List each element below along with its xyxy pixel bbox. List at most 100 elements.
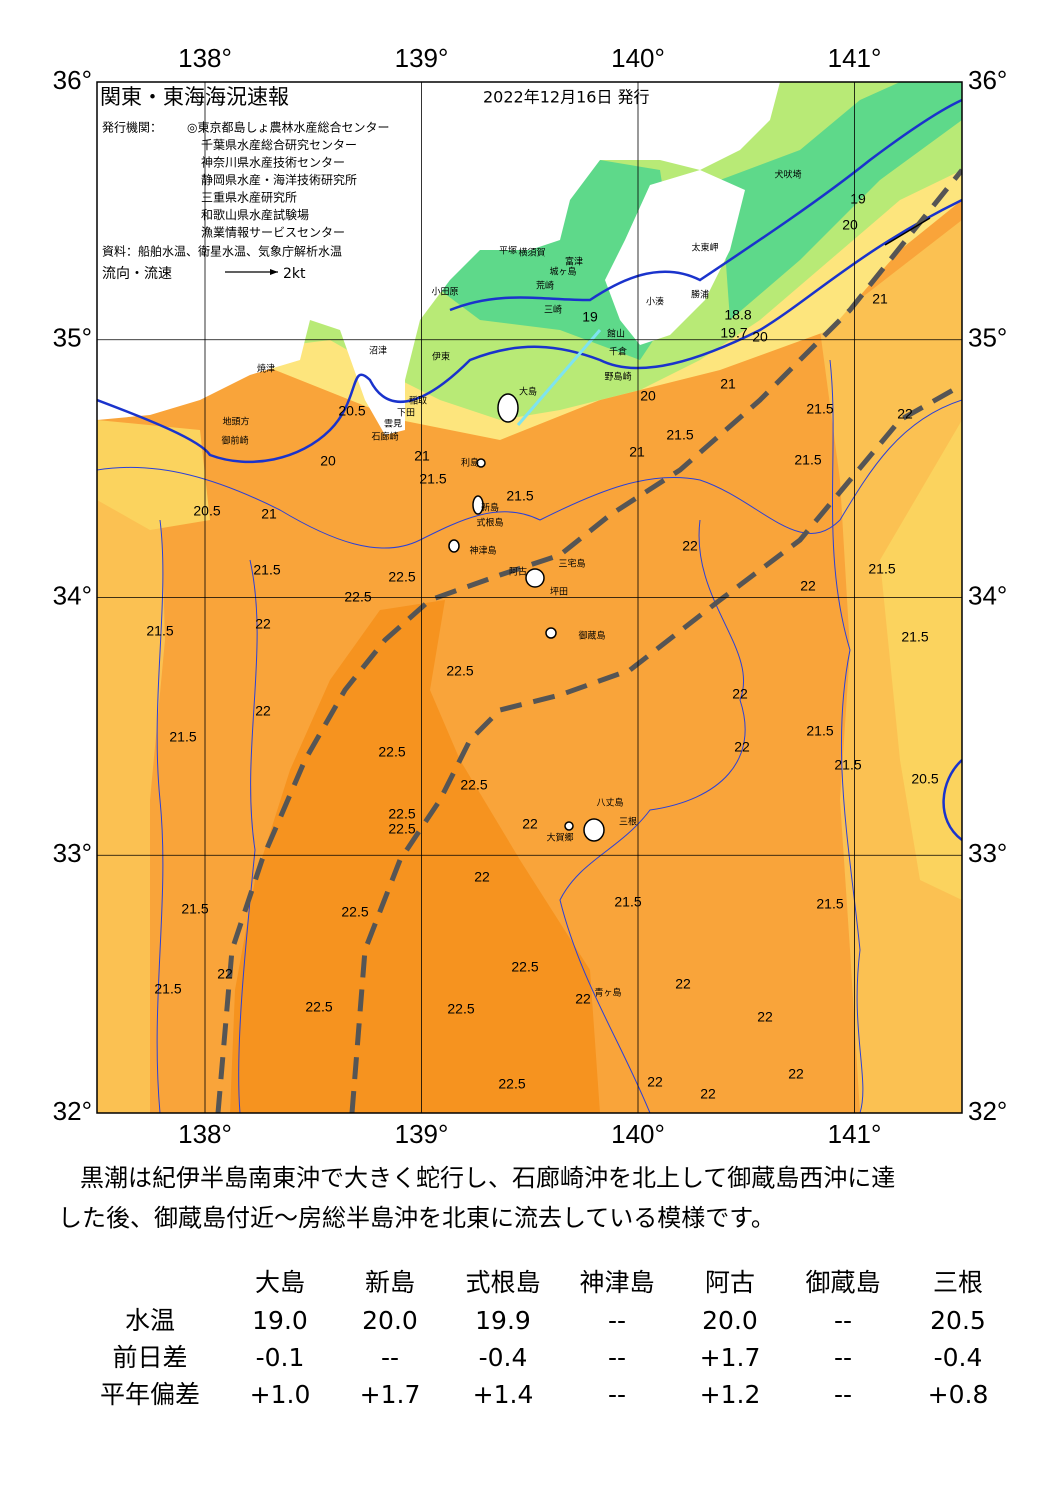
place-name: 太東岬 [691,242,718,254]
place-name: 勝浦 [691,289,709,301]
lon-label: 140° [611,1119,665,1149]
map-title: 関東・東海海況速報 [100,85,289,109]
island [564,821,574,831]
place-name: 大島 [519,386,537,398]
lon-label: 139° [395,1119,449,1149]
contour-label: 22.5 [446,663,473,679]
column-header: 三根 [933,1268,983,1297]
cell: -0.4 [934,1343,983,1372]
contour-label: 22.5 [388,569,415,585]
cell: 20.0 [362,1306,418,1335]
contour-label: 20 [842,217,858,233]
axis-labels: 138° 138° 139° 139° 140° 140° 141° 141° 36° 36° 35… [53,43,1008,1149]
zone-22-5 [230,600,600,1113]
graticule [97,82,962,1113]
contour-label: 22.5 [447,1001,474,1017]
place-name: 御蔵島 [578,630,605,642]
contour-label: 22 [734,739,750,755]
contour [559,519,746,1113]
contour-label: 22 [897,406,913,422]
place-name: 小田原 [431,287,458,298]
data-source: 資料：船舶水温、衛星水温、気象庁解析水温 [102,244,342,259]
contour [97,399,962,549]
land-boso [605,170,745,345]
issuer-heading: 発行機関： [102,120,162,135]
place-name: 横須賀 [518,247,545,259]
lon-label: 139° [395,43,449,73]
contour-label: 22 [255,616,271,632]
issuer: 三重県水産研究所 [201,190,297,205]
cell: -- [381,1343,399,1372]
contours-minor [97,359,962,1113]
contour-label: 21.5 [901,629,928,645]
contour-label: 19.7 [720,325,747,341]
contour-label: 21.5 [666,427,693,443]
contour-label: 21 [629,444,645,460]
kuroshio [215,168,962,1113]
cell: -0.4 [479,1343,528,1372]
contour-labels: 19 18.8 19.7 20 20 21 21.5 21.5 21.5 21 21.5 21.5 22… [146,191,938,1102]
place-name: 新島 [481,502,499,514]
cell: -- [834,1306,852,1335]
place-name: 坪田 [550,587,568,598]
contour-label: 21.5 [834,757,861,773]
lat-label: 36° [968,65,1007,95]
place-name: 八丈島 [596,797,623,809]
cell: 20.0 [702,1306,758,1335]
description-line: 黒潮は紀伊半島南東沖で大きく蛇行し、石廊崎沖を北上して御蔵島西沖に達 [80,1164,896,1192]
contour-label: 21.5 [253,562,280,578]
contour-label: 21.5 [868,561,895,577]
issuer: 千葉県水産総合研究センター [201,137,357,152]
contour-label: 21.5 [181,901,208,917]
contour-label: 22.5 [460,777,487,793]
issuer-list: ◎東京都島しょ農林水産総合センター千葉県水産総合研究センター神奈川県水産技術セン… [187,120,389,240]
island [497,393,519,423]
contour-label: 21.5 [806,723,833,739]
place-name: 大賀郷 [546,832,573,844]
cell: -0.1 [256,1343,305,1372]
contour-label: 22.5 [388,806,415,822]
row-header: 平年偏差 [100,1380,200,1409]
contour-label: 21 [261,506,277,522]
kuroshio-axis [215,168,962,1113]
contour-label: 20.5 [338,403,365,419]
column-header: 神津島 [579,1268,654,1297]
place-name: 雲見 [384,419,402,430]
lon-label: 141° [828,43,882,73]
contour-label: 21 [414,448,430,464]
contour-label: 22 [522,816,538,832]
contour-label: 22 [682,538,698,554]
map-body: 19 18.8 19.7 20 20 21 21.5 21.5 21.5 21 21.5 21.5 22… [97,82,962,1113]
contour [829,359,864,1113]
contours-main [97,98,962,842]
contour-label: 20 [640,388,656,404]
cell: -- [608,1343,626,1372]
cell: +1.7 [360,1380,421,1409]
islands [448,393,605,842]
column-header: 新島 [365,1268,415,1297]
lat-label: 33° [53,838,92,868]
issuer: ◎東京都島しょ農林水産総合センター [187,120,389,135]
place-name: 沼津 [369,346,387,357]
contour-label: 20.5 [911,771,938,787]
place-name: 伊東 [432,351,450,363]
place-name: 城ヶ島 [549,266,576,278]
cell: +1.4 [473,1380,534,1409]
place-name: 式根島 [476,517,503,529]
contour-label: 21.5 [794,452,821,468]
legend-label: 流向・流速 [102,266,172,282]
place-name: 野島崎 [604,371,631,383]
contour-label: 22.5 [511,959,538,975]
cell: +0.8 [928,1380,989,1409]
contour-label: 22.5 [305,999,332,1015]
lon-label: 140° [611,43,665,73]
cell: 20.5 [930,1306,986,1335]
column-header: 阿古 [705,1268,755,1297]
cell: -- [834,1343,852,1372]
column-header: 御蔵島 [805,1268,880,1297]
contour-label: 18.8 [724,307,751,323]
place-name: 三宅島 [558,558,585,570]
island [545,627,557,639]
